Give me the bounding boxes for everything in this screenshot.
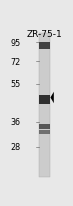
Bar <box>39 43 50 50</box>
Bar <box>39 131 50 134</box>
Bar <box>39 124 50 129</box>
Polygon shape <box>50 92 54 104</box>
Bar <box>39 34 50 177</box>
Text: 72: 72 <box>10 57 21 67</box>
Text: 95: 95 <box>10 39 21 47</box>
Bar <box>39 95 50 104</box>
Text: 36: 36 <box>10 118 20 127</box>
Text: 55: 55 <box>10 80 21 89</box>
Text: 28: 28 <box>10 142 20 151</box>
Text: ZR-75-1: ZR-75-1 <box>26 29 62 39</box>
